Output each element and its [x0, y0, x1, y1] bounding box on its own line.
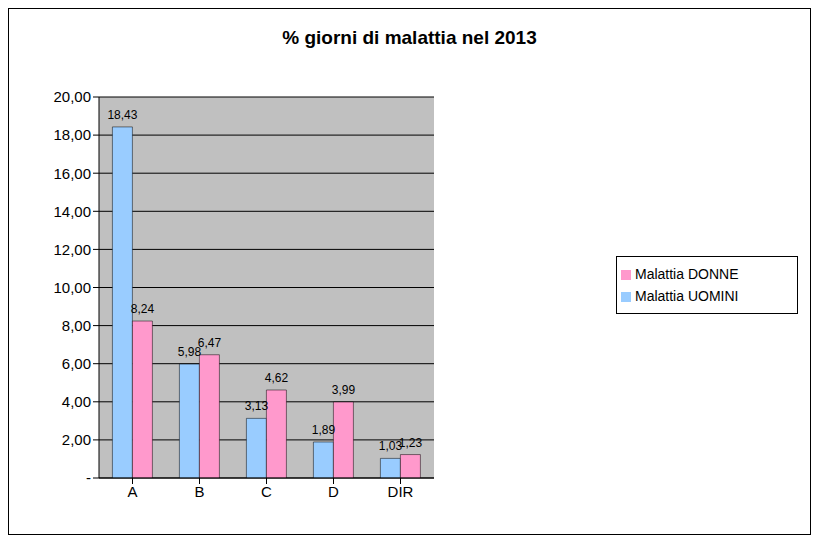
svg-text:3,13: 3,13 — [245, 399, 269, 413]
svg-text:1,89: 1,89 — [312, 423, 336, 437]
svg-text:20,00: 20,00 — [53, 88, 91, 105]
svg-text:18,43: 18,43 — [107, 108, 137, 122]
svg-text:5,98: 5,98 — [177, 345, 202, 360]
svg-text:12,00: 12,00 — [53, 241, 91, 258]
html-text:% giorni di malattia nel 2013: % giorni di malattia nel 2013 — [282, 27, 537, 48]
svg-text:4,00: 4,00 — [62, 393, 91, 410]
svg-text:D: D — [328, 483, 339, 500]
html-text:Malattia DONNE: Malattia DONNE — [635, 266, 739, 282]
svg-text:4,62: 4,62 — [265, 371, 289, 385]
svg-text:16,00: 16,00 — [53, 165, 91, 182]
svg-text:3,99: 3,99 — [332, 383, 356, 397]
svg-text:14,00: 14,00 — [53, 203, 91, 220]
svg-text:-: - — [86, 469, 91, 486]
svg-text:A: A — [127, 483, 137, 500]
svg-text:8,24: 8,24 — [131, 302, 155, 316]
svg-text:6,47: 6,47 — [198, 336, 222, 350]
svg-text:8,00: 8,00 — [62, 317, 91, 334]
svg-text:DIR: DIR — [388, 483, 414, 500]
svg-text:1,03: 1,03 — [378, 439, 403, 454]
svg-text:C: C — [261, 483, 272, 500]
svg-text:10,00: 10,00 — [53, 279, 91, 296]
svg-text:6,00: 6,00 — [62, 355, 91, 372]
svg-text:1,23: 1,23 — [399, 436, 423, 450]
svg-text:B: B — [194, 483, 204, 500]
svg-text:18,00: 18,00 — [53, 126, 91, 143]
html-text:Malattia UOMINI: Malattia UOMINI — [635, 288, 739, 304]
svg-text:2,00: 2,00 — [62, 431, 91, 448]
